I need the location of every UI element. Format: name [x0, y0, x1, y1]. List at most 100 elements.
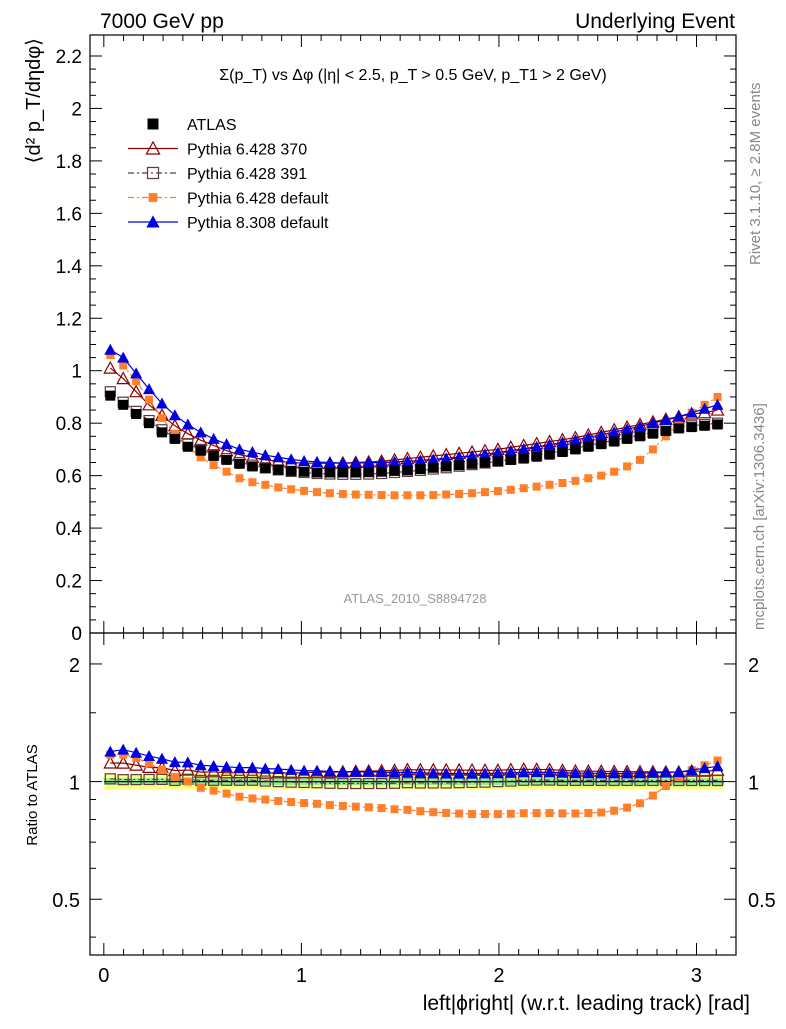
ratio-point-pydefault: [648, 791, 657, 800]
point-pydefault: [571, 476, 580, 485]
point-py8: [130, 367, 143, 379]
point-py8: [246, 446, 259, 458]
ratio-line-py391: [110, 778, 718, 785]
ratio-point-py8: [323, 765, 336, 777]
point-atlas: [609, 436, 620, 447]
legend-label: Pythia 6.428 370: [187, 142, 307, 159]
point-pydefault: [119, 361, 128, 370]
point-py8: [285, 453, 298, 465]
point-pydefault: [674, 419, 683, 428]
point-pydefault: [661, 432, 670, 441]
point-atlas: [118, 399, 129, 410]
point-pydefault: [145, 395, 154, 404]
ratio-point-py8: [427, 767, 440, 779]
ratio-point-pydefault: [442, 808, 451, 817]
chart-title: Σ(p_T) vs Δφ (|η| < 2.5, p_T > 0.5 GeV, …: [219, 67, 606, 84]
point-pydefault: [209, 461, 218, 470]
point-atlas: [647, 428, 658, 439]
point-py8: [698, 402, 711, 414]
ratio-point-pydefault: [145, 759, 154, 768]
point-py8: [711, 398, 724, 410]
point-pydefault: [532, 482, 541, 491]
point-pydefault: [636, 455, 645, 464]
point-pydefault: [480, 488, 489, 497]
point-atlas: [312, 467, 323, 478]
ratio-y-tick-label: 0.5: [52, 890, 80, 912]
point-atlas: [144, 418, 155, 429]
point-atlas: [596, 439, 607, 450]
legend-label: Pythia 6.428 default: [187, 191, 329, 208]
point-atlas: [686, 422, 697, 433]
legend-item-py391: Pythia 6.428 391: [128, 166, 307, 183]
point-atlas: [221, 454, 232, 465]
point-atlas: [247, 461, 258, 472]
point-py8: [634, 420, 647, 432]
point-atlas: [402, 465, 413, 476]
point-py8: [569, 433, 582, 445]
ratio-ylabel: Ratio to ATLAS: [24, 744, 41, 845]
ratio-point-pydefault: [325, 801, 334, 810]
point-py8: [401, 455, 414, 467]
point-atlas: [544, 449, 555, 460]
ratio-point-py8: [311, 764, 324, 776]
rivet-label: Rivet 3.1.10, ≥ 2.8M events: [747, 83, 764, 266]
point-pydefault: [132, 377, 141, 386]
x-tick-label: 2: [493, 965, 504, 987]
point-pydefault: [287, 485, 296, 494]
ratio-point-py8: [336, 765, 349, 777]
ratio-point-py8: [194, 759, 207, 771]
point-py8: [349, 457, 362, 469]
header-right: Underlying Event: [575, 10, 735, 33]
point-py8: [543, 438, 556, 450]
ratio-point-pydefault: [377, 804, 386, 813]
ratio-point-py391: [208, 774, 220, 786]
y-tick-label: 0.4: [56, 519, 83, 540]
ratio-point-py8: [517, 766, 530, 778]
point-py8: [672, 410, 685, 422]
point-pydefault: [377, 491, 386, 500]
point-atlas: [131, 408, 142, 419]
x-axis: 0 1 2 3 0: [71, 35, 717, 987]
ratio-point-py370: [206, 764, 221, 778]
point-atlas: [673, 423, 684, 434]
point-py370: [103, 360, 118, 374]
point-py8: [517, 442, 530, 454]
point-py8: [104, 343, 117, 355]
ratio-point-py8: [621, 767, 634, 779]
ratio-point-py8: [466, 767, 479, 779]
main-series-layer: [103, 343, 725, 500]
point-atlas: [156, 427, 167, 438]
y-tick-label: 0.8: [56, 414, 82, 435]
ratio-point-py391: [686, 774, 698, 787]
ratio-point-pydefault: [196, 783, 205, 792]
ratio-point-pydefault: [248, 794, 257, 803]
ratio-series-layer: [103, 743, 725, 819]
point-py8: [659, 414, 672, 426]
point-py8: [556, 436, 569, 448]
ratio-point-py391: [130, 773, 142, 786]
ratio-point-py8: [104, 745, 117, 757]
point-py8: [595, 428, 608, 440]
main-axes: 0 0.2 0.4 0.6 0.8 1 1.2 1.4 1.6 1.8 2 2.2: [56, 47, 736, 645]
point-py8: [646, 417, 659, 429]
ratio-point-py391: [298, 776, 310, 789]
point-atlas: [505, 454, 516, 465]
ratio-point-pydefault: [661, 782, 670, 791]
ratio-point-pydefault: [480, 810, 489, 819]
legend-marker: [146, 215, 160, 228]
ratio-point-py8: [685, 764, 698, 776]
ratio-point-py370: [180, 762, 195, 776]
ratio-point-py8: [556, 766, 569, 778]
point-py8: [478, 448, 491, 460]
ratio-point-py8: [711, 760, 724, 772]
point-pydefault: [106, 350, 115, 359]
point-pydefault: [300, 486, 309, 495]
ratio-point-py8: [634, 767, 647, 779]
point-py8: [272, 451, 285, 463]
point-atlas: [234, 458, 245, 469]
point-atlas: [376, 466, 387, 477]
point-pydefault: [468, 489, 477, 498]
point-pydefault: [196, 453, 205, 462]
ratio-point-pydefault: [623, 803, 632, 812]
legend-item-py370: Pythia 6.428 370: [128, 140, 307, 159]
